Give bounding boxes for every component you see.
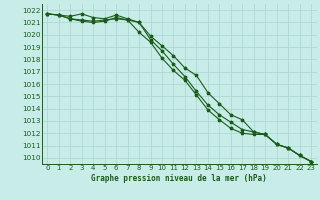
X-axis label: Graphe pression niveau de la mer (hPa): Graphe pression niveau de la mer (hPa) [91,174,267,183]
